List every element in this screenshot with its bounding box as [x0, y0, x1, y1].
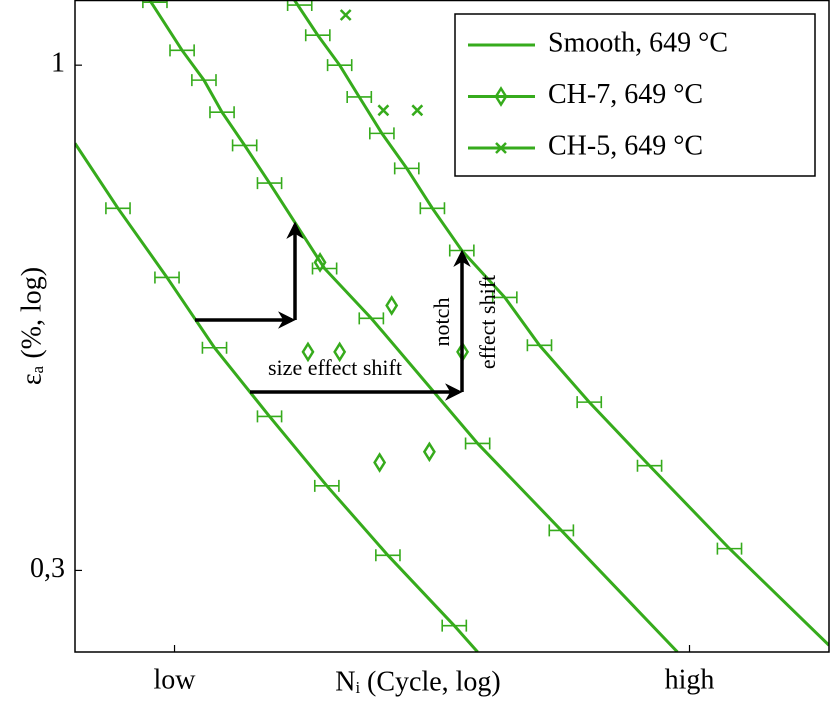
error-bar [142, 0, 168, 9]
point [411, 104, 424, 117]
error-bar [313, 479, 340, 492]
legend-label: CH-5, 649 °C [548, 130, 703, 161]
error-bar [358, 312, 385, 325]
point [313, 252, 327, 273]
curve [75, 142, 479, 652]
legend-label: CH-7, 649 °C [548, 79, 703, 110]
point [385, 295, 399, 316]
arrows [195, 221, 471, 401]
error-bar [304, 29, 331, 42]
frame [74, 0, 830, 653]
error-bar [526, 339, 553, 352]
error-bar [231, 139, 258, 152]
curve [293, 0, 829, 647]
y-axis-label: εₐ (%, log) [16, 267, 47, 385]
point [377, 104, 390, 117]
error-bar [346, 90, 373, 103]
annotation: effect shift [475, 275, 500, 369]
x-tick-label: low [154, 664, 197, 695]
point [373, 452, 387, 473]
error-bar [464, 437, 491, 450]
error-bar [169, 44, 195, 57]
point [339, 9, 352, 21]
error-bar [154, 271, 180, 284]
error-bar [716, 542, 743, 555]
error-bar [393, 162, 420, 175]
error-bar [191, 74, 217, 87]
annotation: size effect shift [268, 355, 402, 380]
error-bar [636, 459, 663, 472]
legend-marker [494, 86, 508, 107]
error-bar [201, 341, 228, 354]
point [333, 341, 347, 363]
error-bar [369, 127, 395, 140]
annotation: notch [429, 298, 454, 347]
error-bar [576, 396, 603, 409]
y-tick-label: 0,3 [30, 553, 65, 584]
error-bar [441, 619, 468, 632]
error-bar [311, 262, 338, 275]
error-bar [548, 524, 575, 537]
x-axis-label: Nᵢ (Cycle, log) [335, 666, 501, 697]
error-bar [209, 106, 235, 119]
legend: Smooth, 649 °C CH-7, 649 °C CH-5, 649 °C [454, 13, 816, 177]
error-bar [491, 291, 518, 304]
error-bar [419, 202, 446, 215]
point [301, 341, 315, 363]
legend-label: Smooth, 649 °C [548, 27, 728, 58]
error-bar [105, 202, 131, 215]
error-bar [326, 59, 353, 72]
error-bar [256, 177, 283, 190]
y-tick-label: 1 [51, 48, 65, 79]
error-bar [256, 410, 283, 423]
legend-marker [495, 142, 507, 154]
error-bar [375, 549, 401, 562]
x-tick-label: high [665, 664, 715, 695]
point [422, 441, 436, 463]
